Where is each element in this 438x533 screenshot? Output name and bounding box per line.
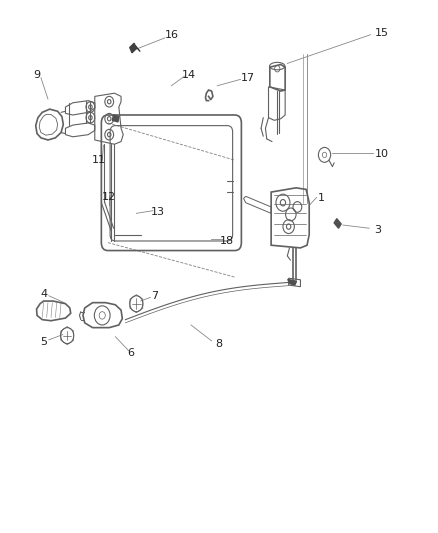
- Text: 16: 16: [164, 30, 178, 41]
- Text: 13: 13: [150, 207, 164, 217]
- Text: 14: 14: [181, 70, 195, 80]
- Text: 8: 8: [215, 338, 222, 349]
- Text: 17: 17: [240, 73, 254, 83]
- Text: 9: 9: [33, 70, 40, 80]
- Polygon shape: [130, 43, 136, 53]
- Text: 10: 10: [374, 149, 388, 159]
- Text: 1: 1: [317, 193, 324, 204]
- Text: 7: 7: [151, 290, 158, 301]
- Text: 4: 4: [40, 289, 47, 299]
- Polygon shape: [333, 219, 340, 228]
- Polygon shape: [112, 115, 119, 122]
- Text: 12: 12: [102, 192, 116, 203]
- Text: 6: 6: [127, 348, 134, 358]
- Polygon shape: [287, 279, 296, 285]
- Text: 3: 3: [374, 225, 381, 236]
- Text: 15: 15: [374, 28, 388, 38]
- Text: 18: 18: [220, 236, 234, 246]
- Text: 11: 11: [92, 155, 106, 165]
- Text: 5: 5: [40, 337, 47, 347]
